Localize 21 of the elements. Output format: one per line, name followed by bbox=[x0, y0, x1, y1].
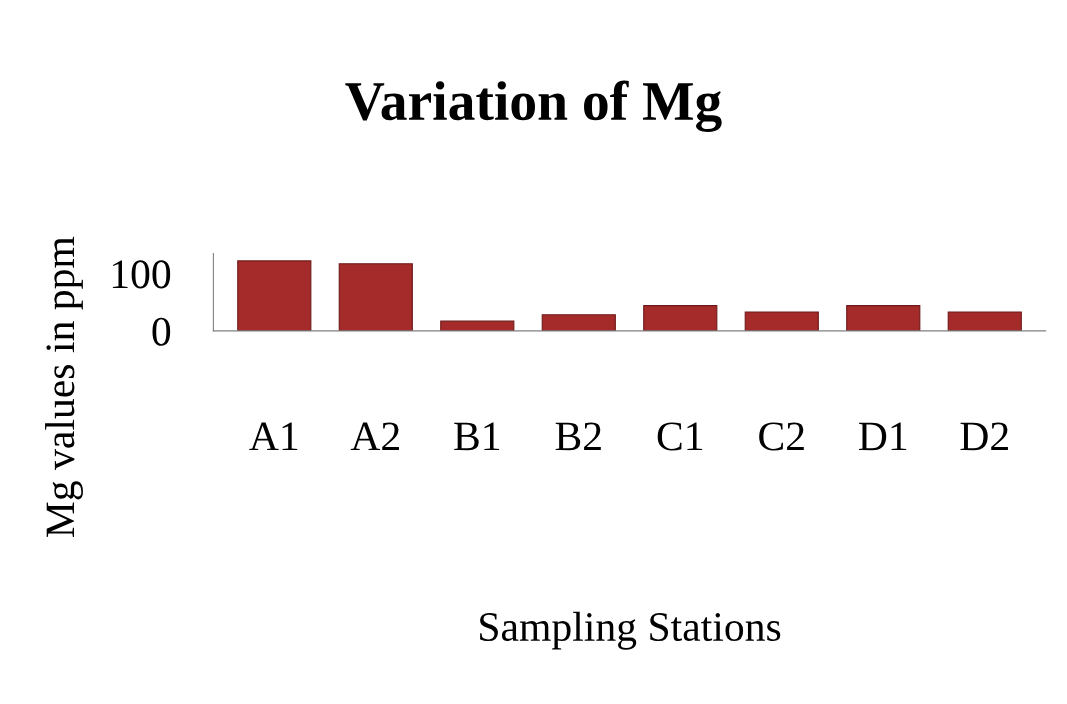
y-tick-label: 0 bbox=[152, 317, 171, 346]
x-tick-label: B1 bbox=[454, 422, 500, 451]
bar bbox=[541, 314, 616, 331]
bar bbox=[237, 260, 312, 331]
y-tick-label: 100 bbox=[112, 260, 171, 289]
bar bbox=[947, 311, 1022, 331]
x-tick-label: D1 bbox=[859, 422, 907, 451]
x-tick-label: D2 bbox=[960, 422, 1008, 451]
y-axis-title: Mg values in ppm bbox=[45, 236, 83, 538]
bar bbox=[744, 311, 819, 331]
bar bbox=[338, 263, 413, 331]
x-tick-label: A1 bbox=[249, 422, 298, 451]
x-axis-title: Sampling Stations bbox=[480, 611, 781, 650]
x-tick-label: B2 bbox=[555, 422, 601, 451]
bar bbox=[643, 305, 718, 331]
bar bbox=[440, 320, 515, 331]
x-tick-label: C2 bbox=[759, 422, 804, 451]
x-tick-label: A2 bbox=[350, 422, 399, 451]
x-tick-label: C1 bbox=[657, 422, 703, 451]
chart-title: Variation of Mg bbox=[345, 80, 722, 132]
bar bbox=[846, 305, 921, 331]
